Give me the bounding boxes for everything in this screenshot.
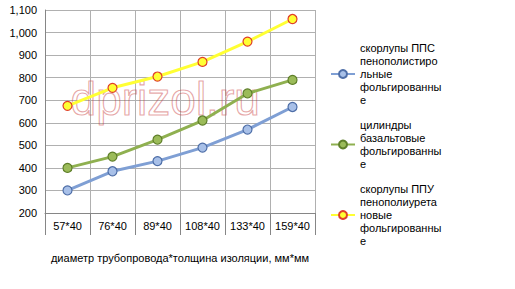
svg-text:скорлупы ППС: скорлупы ППС bbox=[360, 42, 438, 54]
svg-text:1,000: 1,000 bbox=[9, 27, 37, 39]
svg-text:89*40: 89*40 bbox=[143, 220, 172, 232]
svg-text:фольгированны: фольгированны bbox=[360, 222, 441, 234]
svg-text:фольгированны: фольгированны bbox=[360, 145, 441, 157]
svg-text:500: 500 bbox=[19, 139, 37, 151]
svg-text:133*40: 133*40 bbox=[230, 220, 265, 232]
svg-text:57*40: 57*40 bbox=[53, 220, 82, 232]
svg-text:диаметр трубопровода*толщина и: диаметр трубопровода*толщина изоляции, м… bbox=[51, 252, 309, 264]
svg-text:фольгированны: фольгированны bbox=[360, 81, 441, 93]
svg-text:200: 200 bbox=[19, 207, 37, 219]
svg-text:е: е bbox=[360, 94, 366, 106]
svg-text:льные: льные bbox=[360, 68, 395, 80]
svg-text:400: 400 bbox=[19, 162, 37, 174]
svg-text:пенополиурета: пенополиурета bbox=[360, 196, 438, 208]
svg-text:скорлупы ППУ: скорлупы ППУ bbox=[360, 183, 437, 195]
svg-text:новые: новые bbox=[360, 209, 395, 221]
svg-text:1,100: 1,100 bbox=[9, 4, 37, 16]
svg-text:е: е bbox=[360, 235, 366, 247]
svg-text:700: 700 bbox=[19, 94, 37, 106]
svg-text:76*40: 76*40 bbox=[98, 220, 127, 232]
svg-text:базальтовые: базальтовые bbox=[360, 132, 428, 144]
svg-text:800: 800 bbox=[19, 72, 37, 84]
svg-text:е: е bbox=[360, 158, 366, 170]
svg-text:цилиндры: цилиндры bbox=[360, 119, 415, 131]
svg-text:900: 900 bbox=[19, 49, 37, 61]
svg-text:159*40: 159*40 bbox=[275, 220, 310, 232]
svg-text:108*40: 108*40 bbox=[185, 220, 220, 232]
svg-text:dprizol.ru: dprizol.ru bbox=[71, 73, 260, 125]
svg-text:пенополистиро: пенополистиро bbox=[360, 55, 438, 67]
svg-text:300: 300 bbox=[19, 184, 37, 196]
svg-text:600: 600 bbox=[19, 117, 37, 129]
